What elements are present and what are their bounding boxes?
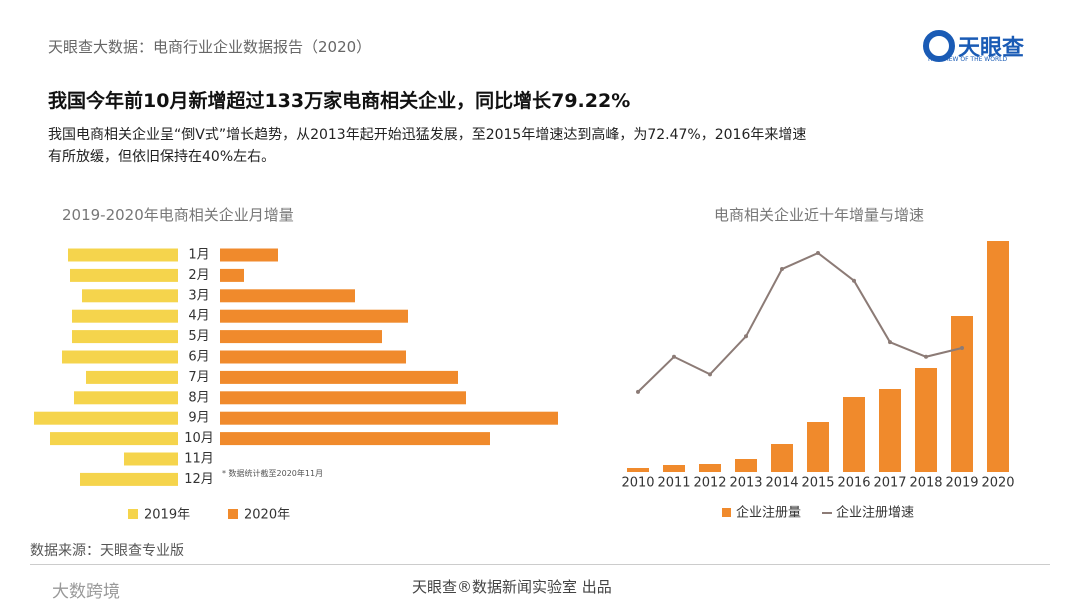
bar: [72, 330, 178, 344]
bar: [220, 268, 244, 282]
category-label: 10月: [184, 431, 214, 446]
point: [924, 354, 928, 359]
bar: [807, 422, 829, 472]
x-tick-label: 2015: [801, 476, 834, 491]
point: [888, 340, 892, 345]
point: [960, 346, 964, 350]
category-label: 4月: [188, 309, 209, 324]
chart-title: 2019-2020年电商相关企业月增量: [62, 206, 294, 224]
bar: [699, 464, 721, 472]
bar: [220, 432, 490, 446]
x-tick-label: 2017: [873, 476, 906, 491]
legend-label: 2020年: [244, 508, 290, 523]
bar: [86, 370, 178, 384]
x-tick-label: 2013: [729, 476, 762, 491]
chart-title: 电商相关企业近十年增量与增速: [714, 206, 925, 224]
category-label: 1月: [188, 248, 209, 263]
x-tick-label: 2012: [693, 476, 726, 491]
bar: [987, 241, 1009, 472]
bar: [124, 452, 178, 466]
bar: [220, 350, 406, 364]
category-label: 11月: [184, 452, 214, 467]
bar: [74, 391, 178, 405]
bar: [72, 309, 178, 323]
category-label: 5月: [188, 329, 209, 344]
bar: [843, 397, 865, 472]
legend-label: 2019年: [144, 508, 190, 523]
bar: [220, 370, 458, 384]
legend-swatch: [228, 509, 238, 519]
x-tick-label: 2016: [837, 476, 870, 491]
watermark: 大数跨境: [52, 582, 120, 602]
category-label: 9月: [188, 411, 209, 426]
charts: 1月 2月 3月 4月 5月 6月 7月 8月 9月 10月 11月 12月 2019年 2020年 201…: [34, 241, 1015, 523]
headline: 我国今年前10月新增超过133万家电商相关企业，同比增长79.22%: [48, 90, 631, 112]
bar: [879, 389, 901, 472]
bar: [220, 330, 382, 344]
legend-swatch: [722, 508, 731, 517]
legend-label: 企业注册增速: [836, 505, 914, 521]
x-tick-label: 2018: [909, 476, 942, 491]
source-title: 天眼查大数据：电商行业企业数据报告（2020）: [48, 38, 372, 56]
category-label: 8月: [188, 390, 209, 405]
x-tick-label: 2020: [981, 476, 1014, 491]
point: [780, 267, 784, 272]
note: * 数据统计截至2020年11月: [222, 469, 324, 478]
point: [708, 372, 712, 377]
x-tick-label: 2010: [621, 476, 654, 491]
bar: [82, 289, 178, 303]
logo: 天眼查: [958, 36, 1025, 61]
line: [637, 251, 963, 393]
point: [816, 251, 820, 256]
logo-ring: [923, 30, 955, 62]
logo-icon: [923, 30, 955, 62]
category-label: 2月: [188, 268, 209, 283]
bar: [62, 350, 178, 364]
data-source: 数据来源：天眼查专业版: [30, 543, 184, 559]
bar: [220, 248, 278, 262]
point: [672, 354, 676, 359]
legend-label: 企业注册量: [736, 505, 801, 521]
bar: [220, 289, 355, 303]
bar: [735, 459, 757, 472]
bar: [220, 411, 558, 425]
bar: [771, 444, 793, 472]
category-label: 7月: [188, 370, 209, 385]
bar: [80, 472, 178, 486]
x-tick-label: 2014: [765, 476, 798, 491]
logo-tagline: FAIR VIEW OF THE WORLD: [928, 56, 1008, 63]
legend-swatch: [128, 509, 138, 519]
bar: [663, 465, 685, 472]
point: [744, 334, 748, 339]
category-label: 12月: [184, 472, 214, 487]
x-tick-label: 2019: [945, 476, 978, 491]
category-label: 3月: [188, 288, 209, 303]
bar: [220, 391, 466, 405]
category-label: 6月: [188, 350, 209, 365]
bar: [951, 316, 973, 472]
bar: [220, 309, 408, 323]
credit: 天眼查®数据新闻实验室 出品: [412, 578, 612, 596]
point: [636, 389, 640, 394]
bar: [915, 368, 937, 472]
divider: [30, 564, 1050, 565]
bar: [627, 468, 649, 472]
x-tick-label: 2011: [657, 476, 690, 491]
bar: [34, 411, 178, 425]
point: [852, 278, 856, 283]
summary: 我国电商相关企业呈“倒V式”增长趋势，从2013年起开始迅猛发展，至2015年增…: [48, 127, 807, 165]
bar: [70, 268, 178, 282]
bar: [50, 432, 178, 446]
bar: [68, 248, 178, 262]
